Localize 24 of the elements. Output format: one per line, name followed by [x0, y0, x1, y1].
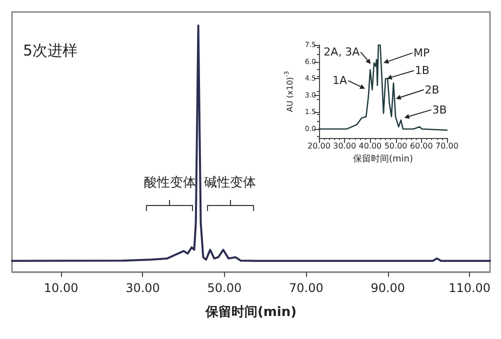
- x-tick-label: 20.00: [308, 142, 330, 150]
- x-tick-label: 10.00: [44, 281, 78, 295]
- x-tick-label: 70.00: [436, 142, 458, 150]
- x-tick-label: 50.00: [207, 281, 242, 295]
- x-tick-label: 30.00: [126, 281, 160, 295]
- annotation: 酸性变体: [144, 176, 196, 190]
- x-tick-label: 90.00: [370, 281, 406, 295]
- annotation: 2B: [424, 83, 440, 96]
- annotation: 2A, 3A: [324, 46, 360, 59]
- x-tick-label: 70.00: [288, 281, 324, 295]
- x-tick-label: 30.00: [333, 142, 356, 150]
- annotation: 3B: [432, 103, 447, 116]
- annotation: MP: [414, 46, 430, 60]
- x-tick-label: 40.00: [358, 142, 382, 150]
- x-tick-label: 60.00: [410, 142, 433, 150]
- text: 5次进样: [23, 42, 78, 60]
- x-axis-title: 保留时间(min): [204, 305, 297, 320]
- annotation: 1B: [414, 64, 430, 78]
- annotation: 1A: [332, 74, 348, 88]
- line-series: [318, 44, 448, 131]
- annotation: 碱性变体: [204, 176, 256, 190]
- x-tick-label: 50.00: [384, 142, 408, 150]
- x-axis-title: 保留时间(min): [353, 154, 413, 164]
- x-tick-label: 110.00: [448, 281, 491, 295]
